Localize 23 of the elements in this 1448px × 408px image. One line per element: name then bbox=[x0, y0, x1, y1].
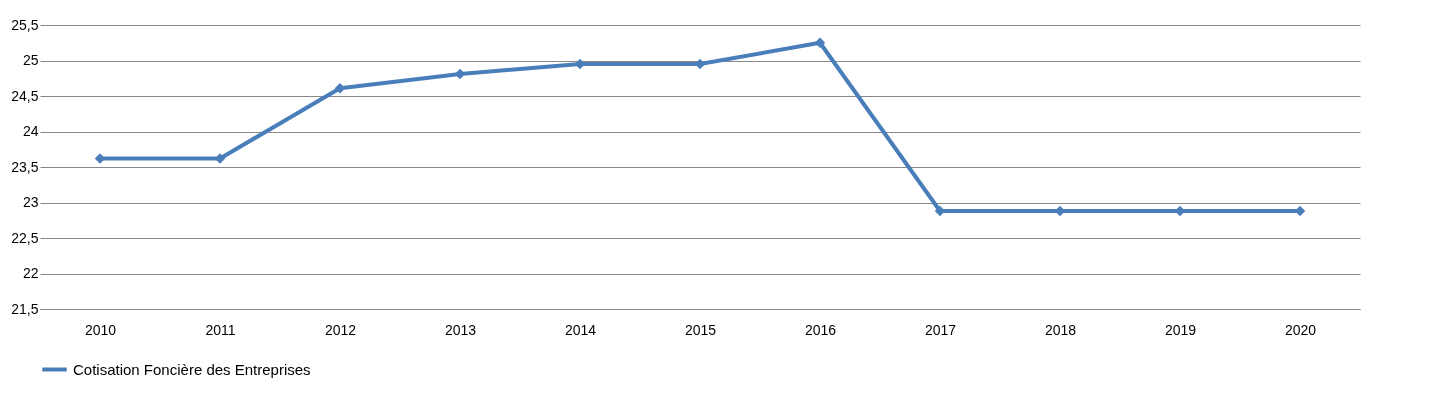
x-tick-label: 2018 bbox=[1044, 321, 1077, 338]
y-tick-label: 24 bbox=[22, 123, 39, 139]
x-tick-label: 2012 bbox=[324, 321, 357, 338]
y-tick-label: 22,5 bbox=[11, 229, 39, 246]
y-tick-label: 23,5 bbox=[11, 158, 39, 175]
x-tick-label: 2013 bbox=[444, 321, 477, 338]
y-tick-label: 21,5 bbox=[11, 300, 39, 317]
x-tick-label: 2016 bbox=[804, 321, 837, 338]
point bbox=[814, 37, 826, 48]
y-tick-label: 25,5 bbox=[11, 16, 39, 33]
y-tick-label: 24,5 bbox=[11, 87, 39, 104]
x-tick-label: 2017 bbox=[924, 321, 957, 338]
x-tick-label: 2010 bbox=[84, 321, 117, 338]
x-tick-label: 2014 bbox=[564, 321, 597, 338]
x-tick-label: 2019 bbox=[1164, 321, 1197, 338]
y-tick-label: 22 bbox=[22, 265, 39, 281]
y-tick-label: 25 bbox=[22, 52, 39, 68]
legend-label: Cotisation Foncière des Entreprises bbox=[73, 360, 311, 378]
y-tick-label: 23 bbox=[22, 194, 39, 210]
point bbox=[334, 82, 346, 94]
x-tick-label: 2015 bbox=[684, 321, 717, 338]
x-tick-label: 2011 bbox=[205, 321, 236, 338]
x-tick-label: 2020 bbox=[1284, 321, 1317, 338]
